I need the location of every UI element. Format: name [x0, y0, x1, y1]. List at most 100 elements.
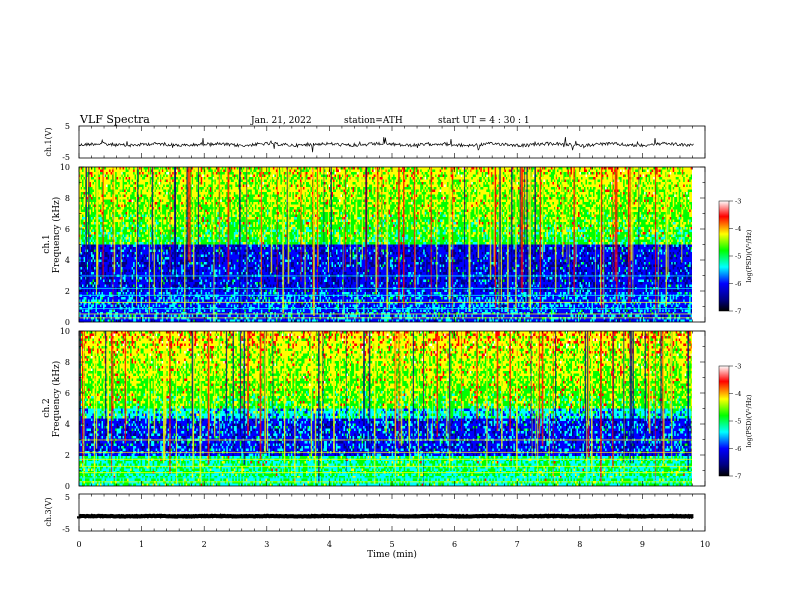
spectrogram-cell [543, 204, 549, 208]
spectrogram-cell [606, 169, 612, 173]
spectrogram-cell [179, 169, 182, 173]
spectrogram-cell [214, 189, 217, 193]
spectrogram-cell [557, 179, 561, 183]
spectrogram-cell [496, 177, 499, 180]
spectrogram-cell [484, 174, 487, 178]
spectrogram-cell [324, 182, 326, 185]
spectrogram-cell [633, 189, 636, 193]
spectrogram-cell [657, 184, 665, 188]
spectrogram-cell [292, 182, 295, 185]
spectrogram-cell [280, 179, 284, 183]
spectrogram-cell [466, 184, 469, 188]
spectrogram-cell [678, 169, 681, 173]
spectrogram-cell [97, 174, 101, 178]
spectrogram-cell [367, 199, 374, 203]
spectrogram-cell [289, 219, 295, 223]
spectrogram-cell [438, 179, 442, 183]
spectrogram-cell [130, 194, 135, 198]
spectrogram-cell [588, 177, 594, 180]
spectrogram-cell [668, 199, 672, 203]
spectrogram-cell [393, 194, 397, 198]
spectrogram-cell [334, 174, 337, 178]
spectrogram-cell [221, 174, 233, 178]
spectrogram-cell [496, 187, 499, 190]
spectrogram-cell [412, 177, 415, 180]
spectrogram-cell [426, 182, 430, 185]
spectrogram-cell [618, 202, 622, 205]
spectrogram-cell [683, 197, 687, 200]
spectrogram-cell [450, 184, 454, 188]
spectrogram-cell [324, 187, 326, 190]
spectrogram-cell [340, 184, 343, 188]
spectrogram-cell [274, 182, 278, 185]
spectrogram-cell [241, 189, 248, 193]
spectrogram-cell [215, 169, 218, 173]
spectrogram-cell [454, 189, 462, 193]
spectrogram-cell [232, 209, 236, 213]
spectrogram-cell [268, 219, 277, 223]
spectrogram-cell [626, 179, 630, 183]
spectrogram-cell [531, 167, 535, 170]
spectrogram-cell [373, 192, 376, 195]
spectrogram-cell [205, 177, 209, 180]
spectrogram-cell [346, 192, 349, 195]
spectrogram-cell [466, 187, 469, 190]
spectrogram-cell [242, 184, 245, 188]
spectrogram-cell [321, 182, 325, 185]
spectrogram-cell [474, 217, 478, 220]
spectrogram-cell [109, 169, 111, 173]
spectrogram-cell [247, 179, 251, 183]
spectrogram-cell [348, 194, 352, 198]
spectrogram-cell [635, 202, 640, 205]
spectrogram-cell [543, 167, 546, 170]
spectrogram-cell [683, 202, 687, 205]
spectrogram-cell [690, 179, 692, 183]
spectrogram-cell [513, 189, 516, 193]
spectrogram-cell [546, 214, 561, 218]
spectrogram-cell [309, 204, 313, 208]
spectrogram-cell [145, 184, 147, 188]
spectrogram-cell [331, 172, 335, 175]
spectrogram-cell [190, 189, 193, 193]
spectrogram-cell [575, 194, 579, 198]
spectrogram-cell [295, 184, 298, 188]
spectrogram-cell [139, 219, 146, 223]
spectrogram-cell [214, 177, 218, 180]
spectrogram-cell [206, 202, 212, 205]
spectrogram-cell [499, 174, 505, 178]
spectrogram-cell [122, 174, 125, 178]
spectrogram-cell [299, 199, 304, 203]
spectrogram-cell [393, 184, 397, 188]
spectrogram-cell [232, 184, 236, 188]
spectrogram-cell [412, 187, 415, 190]
spectrogram-cell [211, 174, 215, 178]
spectrogram-cell [687, 179, 690, 183]
spectrogram-cell [247, 219, 259, 223]
spectrogram-cell [426, 184, 429, 188]
spectrogram-cell [348, 179, 358, 183]
spectrogram-cell [242, 179, 248, 183]
spectrogram-cell [535, 202, 540, 205]
spectrogram-cell [459, 214, 468, 218]
spectrogram-cell [272, 192, 275, 195]
spectrogram-cell [424, 189, 427, 193]
spectrogram-cell [154, 189, 157, 193]
spectrogram-cell [146, 189, 149, 193]
spectrogram-cell [388, 174, 391, 178]
spectrogram-cell [157, 202, 161, 205]
spectrogram-cell [507, 177, 513, 180]
spectrogram-cell [466, 169, 469, 173]
spectrogram-cell [409, 192, 412, 195]
spectrogram-cell [193, 187, 197, 190]
spectrogram-cell [578, 192, 589, 195]
spectrogram-cell [585, 172, 588, 175]
spectrogram-cell [605, 172, 607, 175]
spectrogram-cell [478, 179, 481, 183]
spectrogram-cell [444, 172, 447, 175]
spectrogram-cell [345, 189, 347, 193]
spectrogram-cell [251, 189, 256, 193]
spectrogram-cell [154, 172, 158, 175]
spectrogram-cell [645, 169, 648, 173]
spectrogram-cell [513, 179, 516, 183]
spectrogram-cell [351, 187, 353, 190]
